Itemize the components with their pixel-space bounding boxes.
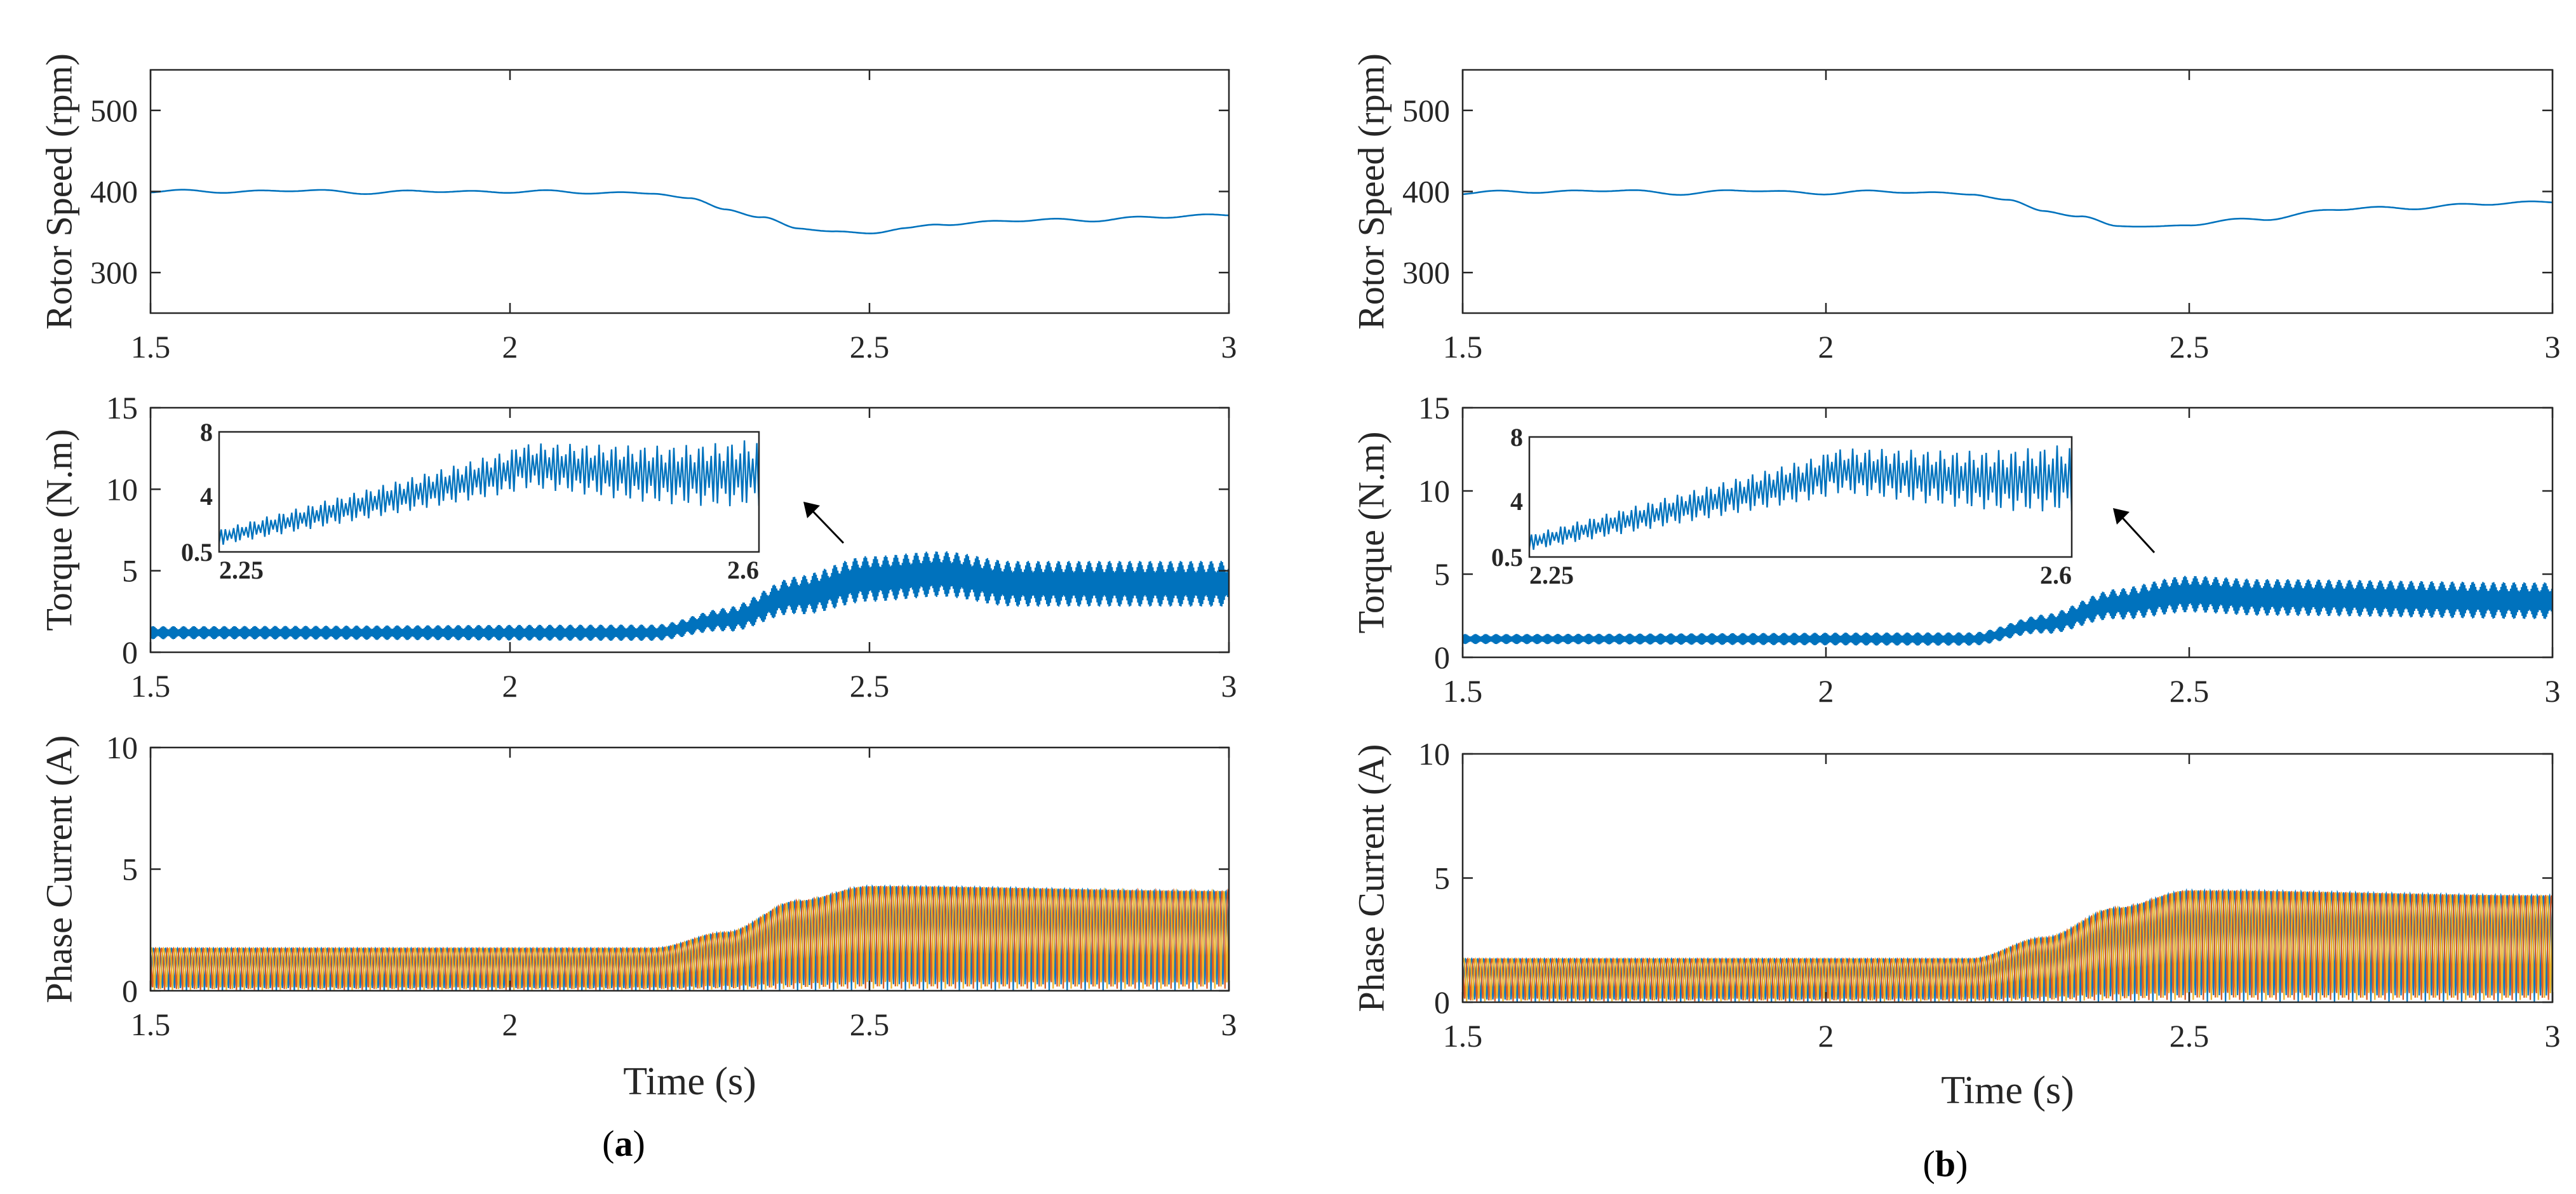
panel-a-sub3-phase-C-line (151, 885, 1229, 990)
panel-b-sub3-ytick-label: 10 (1418, 736, 1450, 772)
panel-b-sub1-plot-area (1463, 189, 2553, 228)
panel-a-sub2-ylabel: Torque (N.m) (38, 429, 79, 631)
panel-a-sub3-xtick-label: 2.5 (850, 1007, 890, 1042)
panel-a-sub3-ytick-label: 0 (122, 973, 138, 1009)
panel-a-sub1-xtick-label: 3 (1221, 329, 1237, 365)
panel-b-sub2-inset-ytick-label: 0.5 (1491, 543, 1523, 572)
panel-b-sub3-ylabel: Phase Current (A) (1350, 744, 1392, 1012)
panel-a-sub2-torque-line (151, 551, 1229, 641)
panel-a-sub2-xtick-label: 2 (502, 668, 518, 704)
panel-b-sub2-inset-arrow-line (2118, 513, 2156, 554)
panel-b-sub2-torque-line (1463, 575, 2553, 646)
panel-b-sub2-inset-ytick-label: 8 (1510, 423, 1523, 452)
panel-a-sub2-inset-xtick-label: 2.25 (219, 556, 264, 584)
panel-b-caption: (b) (1923, 1143, 1968, 1184)
panel-b-sub2-inset-plot (1529, 445, 2072, 550)
panel-b-sub1-xtick-label: 1.5 (1443, 329, 1483, 365)
panel-a-sub2-plot-area (151, 551, 1229, 641)
panel-a-sub2-ytick-label: 10 (106, 471, 138, 507)
panel-b-sub2-ytick-label: 15 (1418, 390, 1450, 426)
panel-a-sub2-xtick-label: 1.5 (131, 668, 171, 704)
panel-b-sub1-axes-frame (1461, 69, 2554, 314)
panel-a-sub2-ytick-label: 0 (122, 634, 138, 670)
panel-a-sub2-inset-bg (219, 432, 759, 552)
panel-b-sub3-phase-C-line (1463, 889, 2553, 1002)
panel-a-sub2-inset-ytick-label: 0.5 (181, 538, 213, 567)
panel-b-sub2-ylabel: Torque (N.m) (1350, 431, 1392, 633)
panel-a-sub2-inset-plot (219, 440, 759, 545)
panel-b-sub3-xtick-label: 3 (2545, 1018, 2561, 1054)
panel-b-sub2-inset-frame (1528, 436, 2073, 558)
panel-b-sub1-xtick-label: 2.5 (2170, 329, 2210, 365)
panel-b-sub1-xtick-label: 3 (2545, 329, 2561, 365)
panel-a-sub2-ytick-label: 15 (106, 390, 138, 426)
panel-b-sub1-ylabel: Rotor Speed (rpm) (1350, 53, 1392, 330)
panel-b-sub2-plot-area (1463, 575, 2553, 646)
panel-a-sub2-inset-ytick-label: 8 (200, 418, 213, 446)
panel-a-sub3-xtick-label: 2 (502, 1007, 518, 1042)
panel-b-sub2-inset-bg (1529, 437, 2072, 557)
panel-b-sub2-xtick-label: 2.5 (2170, 673, 2210, 709)
panel-a-sub3-xtick-label: 1.5 (131, 1007, 171, 1042)
panel-a-sub1-xtick-label: 1.5 (131, 329, 171, 365)
panel-a-sub1-xtick-label: 2.5 (850, 329, 890, 365)
panel-b-sub3-ytick-label: 5 (1434, 861, 1450, 896)
panel-a-sub3-ytick-label: 10 (106, 730, 138, 765)
panel-b-sub3-xtick-label: 2.5 (2170, 1018, 2210, 1054)
panel-b-sub2-xtick-label: 2 (1818, 673, 1834, 709)
panel-b-sub2-inset-arrow-head (2113, 508, 2130, 525)
panel-b-sub3-plot-area (1463, 888, 2553, 1002)
panel-a-sub2-xtick-label: 2.5 (850, 668, 890, 704)
panel-a-sub1-speed-line (151, 189, 1229, 234)
panel-a-sub3-plot-area (151, 884, 1229, 991)
panel-b-sub2-inset-xtick-label: 2.6 (2040, 561, 2072, 589)
panel-b-xlabel: Time (s) (1941, 1069, 2074, 1112)
panel-b-sub1-xtick-label: 2 (1818, 329, 1834, 365)
panel-a-sub1-ytick-label: 400 (90, 174, 138, 210)
panel-a-sub3-ylabel: Phase Current (A) (38, 735, 79, 1003)
panel-a-sub2-inset-arrow-head (803, 502, 820, 518)
panel-a-xlabel: Time (s) (623, 1060, 756, 1103)
panel-b-sub1-ytick-label: 400 (1402, 174, 1450, 210)
panel-b-sub2-ytick-label: 10 (1418, 473, 1450, 509)
panel-a-sub2-ytick-label: 5 (122, 553, 138, 589)
panel-b-sub2-xtick-label: 1.5 (1443, 673, 1483, 709)
panel-b-sub1-ytick-label: 300 (1402, 255, 1450, 290)
panel-a-sub2-inset-torque-line (219, 440, 759, 545)
panel-b-sub3-xtick-label: 1.5 (1443, 1018, 1483, 1054)
panel-b-sub2-inset-torque-line (1529, 445, 2072, 550)
panel-a-sub2-inset-ytick-label: 4 (200, 482, 213, 511)
panel-a-sub1-ytick-label: 500 (90, 93, 138, 128)
panel-a-caption: (a) (602, 1123, 645, 1164)
panel-b-sub2-inset-ytick-label: 4 (1510, 487, 1523, 516)
panel-b-sub3-xtick-label: 2 (1818, 1018, 1834, 1054)
panel-a-sub2-inset-frame (218, 431, 760, 553)
panel-a-sub2-axes-frame (149, 406, 1230, 654)
panel-b-sub2-inset-xtick-label: 2.25 (1529, 561, 1574, 589)
panel-b-sub2-ytick-label: 0 (1434, 640, 1450, 675)
panel-a-sub1-plot-area (151, 189, 1229, 234)
panel-a-sub1-ylabel: Rotor Speed (rpm) (38, 53, 79, 330)
panel-b-sub2-axes-frame (1461, 406, 2554, 659)
panel-b-sub2-ytick-label: 5 (1434, 556, 1450, 592)
panel-b-sub1-ytick-label: 500 (1402, 93, 1450, 128)
panel-a-sub3-ytick-label: 5 (122, 852, 138, 887)
panel-b-sub3-ytick-label: 0 (1434, 984, 1450, 1020)
panel-b-sub1-speed-line (1463, 189, 2553, 228)
panel-b-sub2-xtick-label: 3 (2545, 673, 2561, 709)
panel-a-sub1-xtick-label: 2 (502, 329, 518, 365)
panel-a-sub1-axes-frame (149, 69, 1230, 314)
panel-a-sub2-xtick-label: 3 (1221, 668, 1237, 704)
panel-a-sub1-ytick-label: 300 (90, 255, 138, 290)
panel-a-sub2-inset-xtick-label: 2.6 (727, 556, 759, 584)
panel-a-sub2-inset-arrow-line (808, 507, 845, 544)
panel-a-sub3-xtick-label: 3 (1221, 1007, 1237, 1042)
